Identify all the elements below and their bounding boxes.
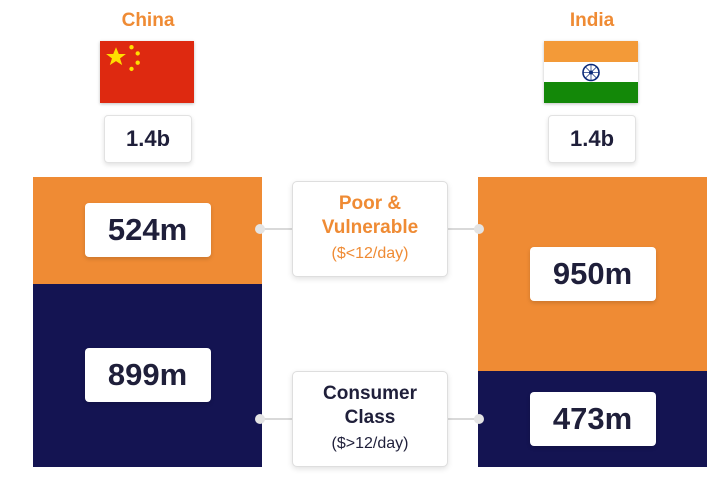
legend-consumer-class: Consumer Class ($>12/day) <box>292 371 448 467</box>
connector-dot <box>474 414 484 424</box>
value-label-china-consumer: 899m <box>84 348 211 403</box>
country-label-china: China <box>121 10 175 31</box>
legend-consumer-sub: ($>12/day) <box>331 435 409 452</box>
connector-dot <box>474 224 484 234</box>
legend-consumer-title-line2: Class <box>344 407 396 428</box>
value-label-china-poor: 524m <box>84 203 211 258</box>
total-india: 1.4b <box>548 115 636 163</box>
total-china: 1.4b <box>104 115 192 163</box>
legend-poor-vulnerable: Poor & Vulnerable ($<12/day) <box>292 181 448 277</box>
ashoka-chakra-icon <box>582 63 600 81</box>
connector-consumer-right <box>446 418 482 420</box>
connector-consumer-left <box>258 418 294 420</box>
connector-dot <box>255 414 265 424</box>
legend-poor-title-line2: Vulnerable <box>321 217 419 238</box>
china-flag-icon <box>100 41 194 103</box>
connector-poor-left <box>258 228 294 230</box>
country-label-india: India <box>569 10 615 31</box>
legend-poor-sub: ($<12/day) <box>331 245 409 262</box>
value-label-india-poor: 950m <box>529 246 656 301</box>
value-label-india-consumer: 473m <box>529 391 656 446</box>
china-flag-stars <box>106 45 140 72</box>
connector-poor-right <box>446 228 482 230</box>
connector-dot <box>255 224 265 234</box>
legend-poor-title-line1: Poor & <box>338 193 402 214</box>
india-flag-icon <box>544 41 638 103</box>
legend-consumer-title-line1: Consumer <box>323 383 417 404</box>
